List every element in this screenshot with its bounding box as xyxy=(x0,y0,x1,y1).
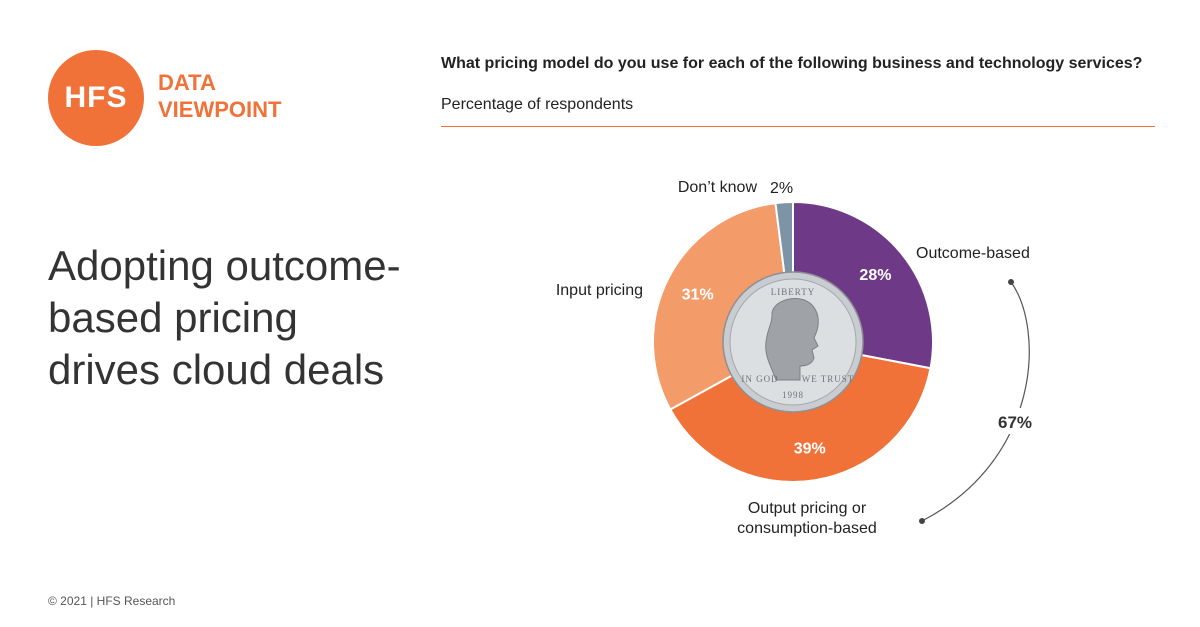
value-label-output-pricing-or-consumption-based: 39% xyxy=(794,441,826,458)
chart-labels: 28% 39% 31% 2% Outcome-based Output pricing o… xyxy=(556,179,1030,537)
combined-share-bracket: 67% xyxy=(919,279,1040,524)
category-label-don-t-know: Don’t know xyxy=(678,179,758,196)
title-divider xyxy=(441,126,1155,127)
coin-image: LIBERTY IN GOD WE TRUST 1998 xyxy=(722,271,864,413)
bracket-dot-bottom xyxy=(919,518,925,524)
coin-top-text: LIBERTY xyxy=(771,287,815,297)
logo-word-data: DATA xyxy=(158,70,216,95)
bracket-label-bg xyxy=(990,408,1040,434)
coin-portrait xyxy=(765,298,819,381)
coin-left-text: IN GOD xyxy=(741,374,778,384)
bracket-arc xyxy=(921,281,1030,522)
donut-slices xyxy=(652,200,934,483)
copyright-footer: © 2021 | HFS Research xyxy=(48,594,176,608)
chart-title: What pricing model do you use for each o… xyxy=(441,55,1143,72)
value-label-don-t-know: 2% xyxy=(770,180,793,197)
bracket-dot-top xyxy=(1008,279,1014,285)
value-label-outcome-based: 28% xyxy=(859,267,891,284)
coin-year-text: 1998 xyxy=(782,390,804,400)
chart-subtitle: Percentage of respondents xyxy=(441,96,634,113)
category-label-outcome-based: Outcome-based xyxy=(916,245,1030,262)
category-label-input-pricing: Input pricing xyxy=(556,282,643,299)
category-label-output-pricing-or-consumption-based-line2: consumption-based xyxy=(737,520,877,537)
combined-share-label: 67% xyxy=(998,413,1032,432)
category-label-output-pricing-or-consumption-based-line1: Output pricing or xyxy=(748,500,867,517)
logo-word-viewpoint: VIEWPOINT xyxy=(158,97,282,122)
value-label-input-pricing: 31% xyxy=(682,286,714,303)
coin-right-text: WE TRUST xyxy=(802,374,855,384)
headline: Adopting outcome-based pricing drives cl… xyxy=(48,242,401,393)
hfs-logo-mark: HFS xyxy=(48,50,144,146)
